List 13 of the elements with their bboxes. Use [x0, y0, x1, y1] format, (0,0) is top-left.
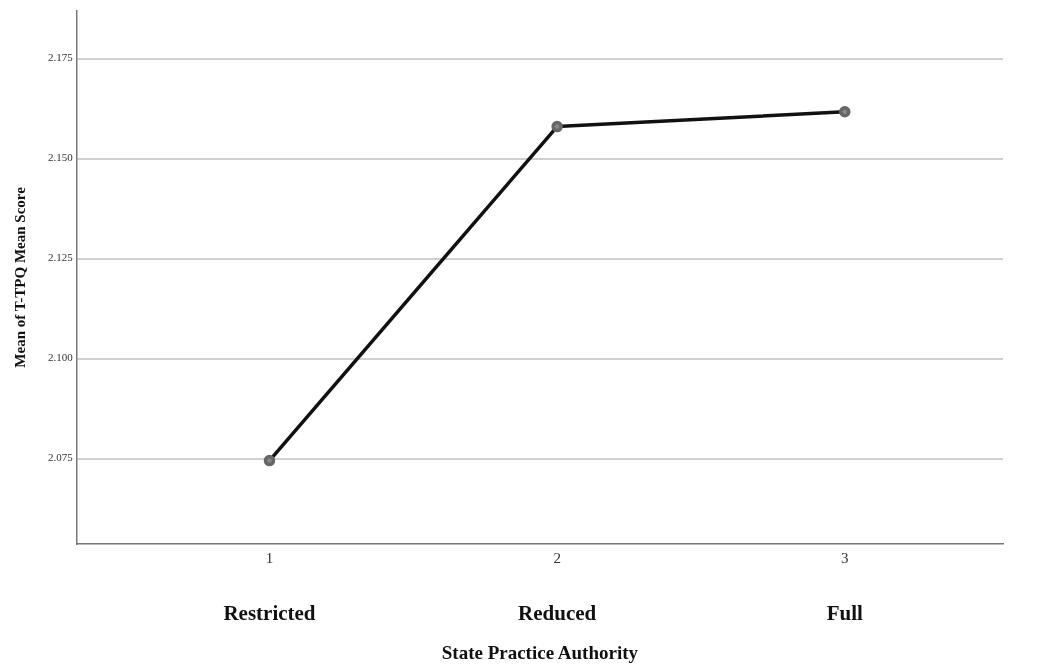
y-axis-title: Mean of T-TPQ Mean Score [11, 186, 28, 368]
x-tick-label: 2 [553, 550, 561, 567]
text: Restricted [223, 600, 316, 625]
x-tick-label: 3 [841, 550, 849, 567]
text: Full [826, 600, 864, 625]
y-tick-label: 2.075 [48, 451, 74, 464]
x-axis-title: State Practice Authority [441, 641, 639, 663]
y-tick-label: 2.150 [48, 151, 74, 164]
y-tick-label: 2.100 [48, 351, 74, 364]
y-tick-label: 2.175 [48, 51, 74, 64]
y-tick-label: 2.125 [48, 251, 74, 264]
x-tick-label: 1 [265, 550, 274, 567]
text: Reduced [518, 600, 597, 625]
